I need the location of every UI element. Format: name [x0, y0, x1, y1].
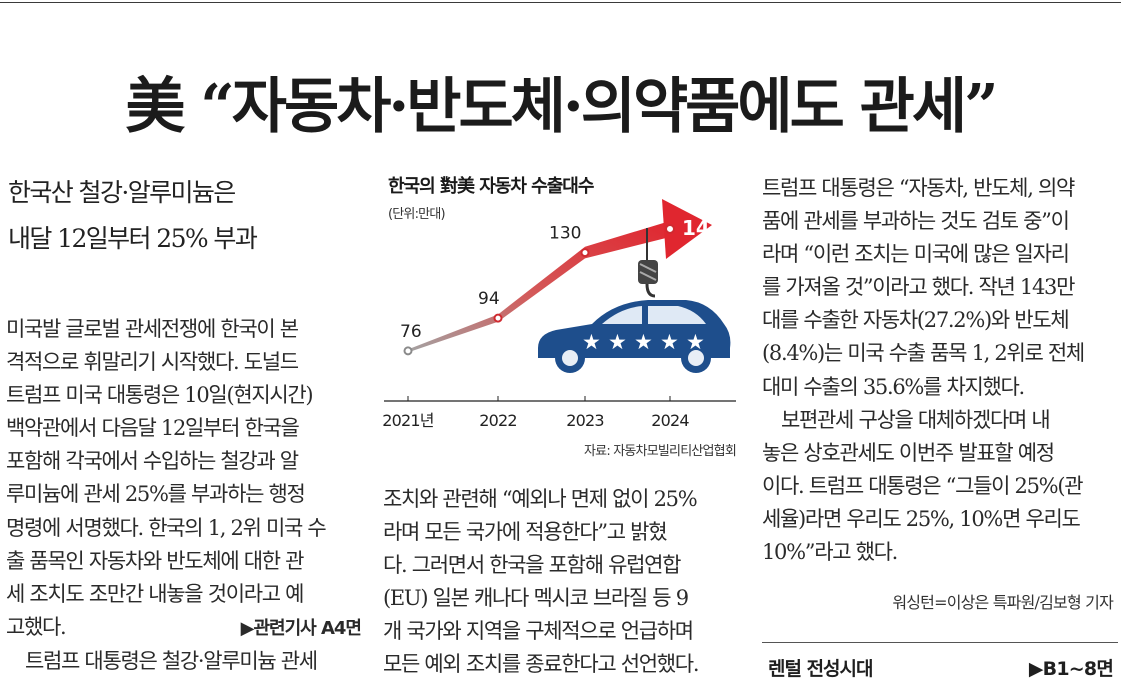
export-chart: 한국의 對美 자동차 수출대수 (단위:만대) ★ ★ ★ ★ ★ 76 94 13…	[382, 175, 737, 459]
trend-line	[408, 220, 670, 353]
article-column-3: 트럼프 대통령은 “자동차, 반도체, 의약 품에 관세를 부과하는 것도 검토…	[762, 172, 1118, 569]
star-icon: ★	[686, 330, 705, 354]
star-icon: ★	[582, 330, 601, 354]
text-line: 를 가져올 것”이라고 했다. 작년 143만	[762, 275, 1075, 300]
subheadline-line-1: 한국산 철강·알루미늄은	[8, 178, 236, 207]
chart-title: 한국의 對美 자동차 수출대수	[388, 175, 594, 197]
text-line: 격적으로 휘말리기 시작했다. 도널드	[6, 350, 299, 375]
footer-divider	[762, 642, 1118, 643]
text-line: 보편관세 구상을 대체하겠다며 내	[781, 407, 1051, 432]
text-line: 라며 “이런 조치는 미국에 많은 일자리	[762, 242, 1070, 267]
x-tick-label: 2023	[566, 411, 604, 430]
headline: 美 “자동차·반도체·의약품에도 관세”	[125, 72, 998, 142]
text-line: 대미 수출의 35.6%를 차지했다.	[762, 374, 1025, 399]
data-label: 130	[549, 224, 581, 244]
text-line: 트럼프 대통령은 “자동차, 반도체, 의약	[762, 176, 1075, 200]
chart-source: 자료: 자동차모빌리티산업협회	[584, 444, 736, 459]
data-label: 143	[682, 216, 724, 240]
text-line: 조치와 관련해 “예외나 면제 없이 25%	[383, 487, 698, 511]
text-line: 모든 예외 조치를 종료한다고 선언했다.	[383, 652, 700, 677]
text-line: 대를 수출한 자동차(27.2%)와 반도체	[762, 308, 1070, 333]
text-line: 명령에 서명했다. 한국의 1, 2위 미국 수	[6, 515, 327, 540]
data-label: 94	[478, 289, 500, 309]
star-icon: ★	[608, 330, 627, 354]
text-line: 놓은 상호관세도 이번주 발표할 예정	[762, 440, 1055, 465]
article-column-2: 조치와 관련해 “예외나 면제 없이 25% 라며 모든 국가에 적용한다”고 …	[383, 483, 737, 682]
text-line: 10%”라고 했다.	[762, 540, 898, 565]
text-line: 트럼프 미국 대통령은 10일(현지시간)	[6, 383, 314, 408]
text-line: 고했다.	[6, 614, 67, 639]
text-line: 품에 관세를 부과하는 것도 검토 중”이	[762, 209, 1070, 234]
text-line: 다. 그러면서 한국을 포함해 유럽연합	[383, 553, 681, 578]
text-line: 트럼프 대통령은 철강·알루미늄 관세	[25, 648, 318, 673]
x-tick-label: 2024	[651, 411, 689, 430]
data-label: 76	[400, 322, 422, 342]
car-illustration: ★ ★ ★ ★ ★	[538, 228, 731, 373]
x-tick-label: 2022	[479, 411, 517, 430]
section-teaser-pages[interactable]: ▶B1~8면	[1028, 658, 1114, 680]
text-line: (EU) 일본 캐나다 멕시코 브라질 등 9	[383, 586, 689, 611]
text-line: 개 국가와 지역을 구체적으로 언급하며	[383, 619, 694, 644]
text-line: 백악관에서 다음달 12일부터 한국을	[6, 416, 300, 441]
text-line: 출 품목인 자동차와 반도체에 대한 관	[6, 548, 304, 573]
article-column-1: 미국발 글로벌 관세전쟁에 한국이 본 격적으로 휘말리기 시작했다. 도널드 …	[6, 313, 362, 678]
text-line: 포함해 각국에서 수입하는 철강과 알	[6, 449, 299, 474]
data-point	[580, 248, 590, 258]
related-article-link[interactable]: ▶관련기사 A4면	[240, 617, 362, 639]
subheadline-line-2: 내달 12일부터 25% 부과	[8, 224, 258, 253]
text-line: 세율)라면 우리도 25%, 10%면 우리도	[762, 506, 1081, 531]
data-point	[493, 313, 503, 323]
star-icon: ★	[660, 330, 679, 354]
text-line: 루미늄에 관세 25%를 부과하는 행정	[6, 482, 306, 507]
data-point	[403, 346, 413, 356]
text-line: 이다. 트럼프 대통령은 “그들이 25%(관	[762, 473, 1084, 498]
text-line: 미국발 글로벌 관세전쟁에 한국이 본	[6, 317, 299, 341]
trend-arrowhead	[662, 198, 712, 259]
star-icon: ★	[634, 330, 653, 354]
top-rule	[0, 2, 1121, 3]
byline: 워싱턴=이상은 특파원/김보형 기자	[892, 593, 1113, 612]
text-line-with-ref: 고했다. ▶관련기사 A4면	[6, 611, 362, 645]
text-line: 라며 모든 국가에 적용한다”고 밝혔	[383, 520, 668, 545]
section-teaser-title[interactable]: 렌털 전성시대	[768, 658, 873, 680]
chart-unit: (단위:만대)	[388, 207, 445, 222]
x-tick-label: 2021년	[382, 411, 434, 430]
text-line: (8.4%)는 미국 수출 품목 1, 2위로 전체	[762, 341, 1085, 366]
data-point	[665, 223, 675, 234]
text-line: 세 조치도 조만간 내놓을 것이라고 예	[6, 581, 304, 606]
